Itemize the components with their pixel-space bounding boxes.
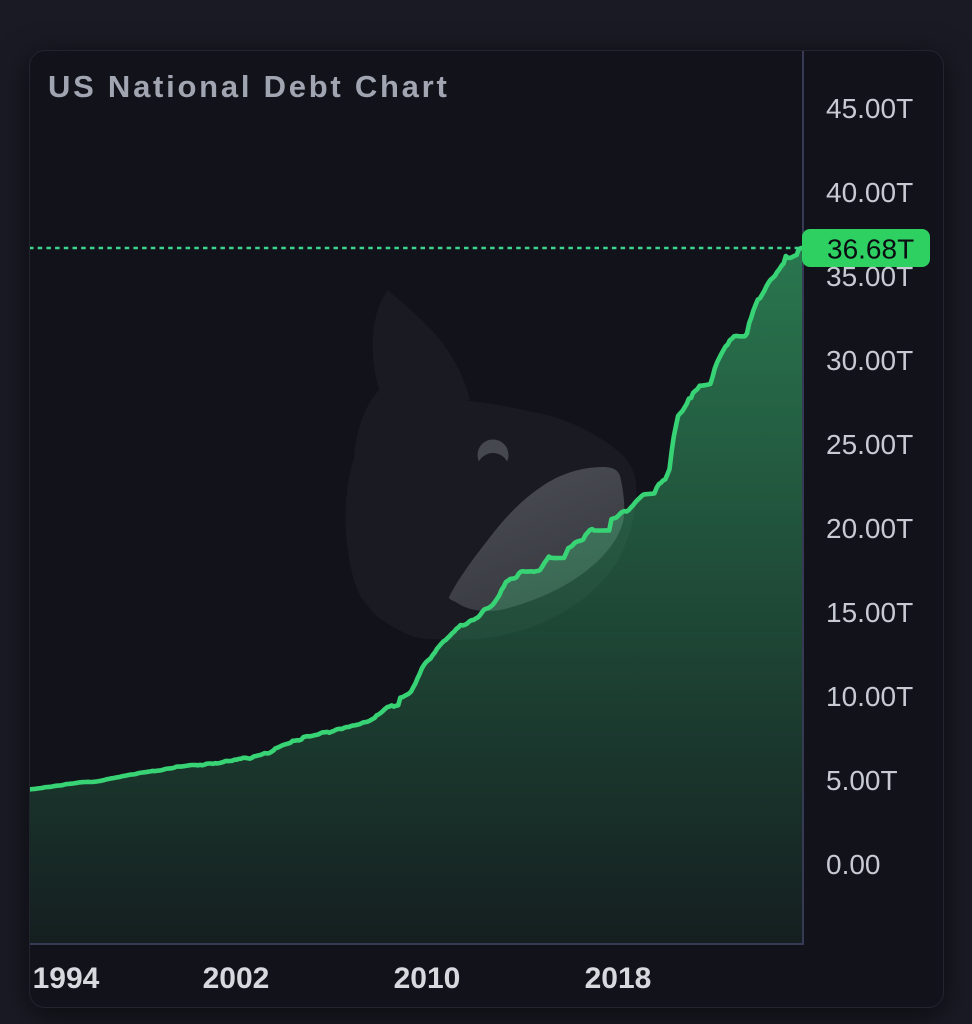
svg-text:0.00: 0.00 (826, 849, 881, 880)
svg-text:10.00T: 10.00T (826, 681, 913, 712)
svg-text:US National Debt Chart: US National Debt Chart (48, 69, 450, 104)
svg-text:5.00T: 5.00T (826, 765, 898, 796)
svg-text:2018: 2018 (585, 962, 652, 995)
svg-text:1994: 1994 (33, 962, 100, 995)
svg-text:2002: 2002 (203, 962, 270, 995)
svg-text:25.00T: 25.00T (826, 429, 913, 460)
svg-text:36.68T: 36.68T (827, 234, 914, 265)
svg-text:40.00T: 40.00T (826, 177, 913, 208)
svg-text:2010: 2010 (394, 962, 461, 995)
svg-text:20.00T: 20.00T (826, 513, 913, 544)
svg-text:35.00T: 35.00T (826, 261, 913, 292)
svg-text:45.00T: 45.00T (826, 93, 913, 124)
svg-text:15.00T: 15.00T (826, 597, 913, 628)
svg-text:30.00T: 30.00T (826, 345, 913, 376)
